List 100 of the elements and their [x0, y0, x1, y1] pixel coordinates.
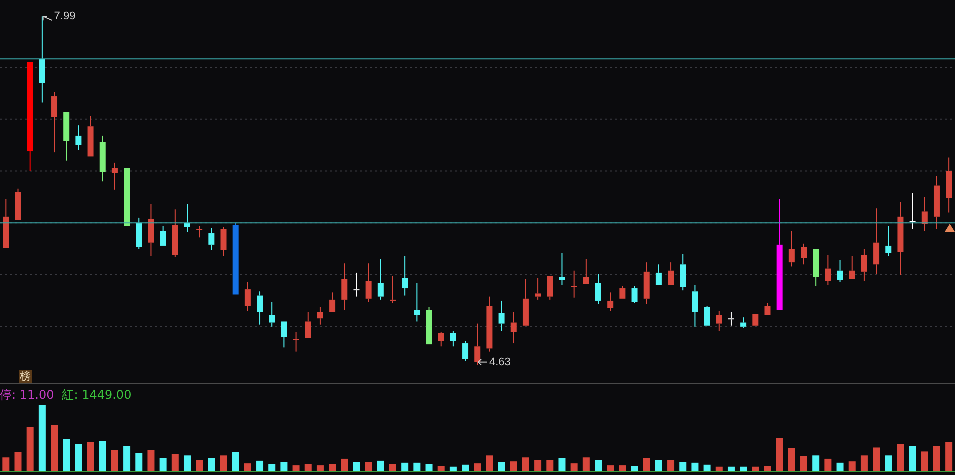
- bar: [522, 458, 530, 472]
- bar: [160, 458, 167, 472]
- candlestick: [342, 263, 348, 311]
- bar: [873, 448, 880, 472]
- bar: [860, 456, 868, 472]
- bar: [534, 460, 542, 472]
- candlestick: [632, 286, 638, 304]
- bar: [304, 464, 312, 472]
- bar: [389, 464, 396, 472]
- candlestick: [112, 162, 118, 190]
- bar: [63, 439, 70, 472]
- bar: [341, 458, 348, 472]
- bar: [655, 460, 662, 472]
- candlestick: [596, 273, 602, 305]
- bar: [764, 466, 772, 472]
- bar: [14, 452, 22, 472]
- candlestick: [946, 157, 952, 214]
- bar: [558, 458, 566, 472]
- candlestick: [366, 263, 372, 303]
- bar: [595, 460, 602, 472]
- candlestick: [220, 226, 227, 257]
- candlestick: [293, 332, 300, 352]
- bar: [75, 444, 82, 472]
- candlestick: [644, 262, 650, 305]
- bar: [220, 456, 228, 472]
- candlestick: [898, 202, 904, 276]
- candlestick: [728, 312, 734, 326]
- bar: [486, 456, 494, 472]
- bar: [582, 458, 590, 472]
- annotation: 榜: [19, 370, 32, 383]
- bar: [946, 442, 953, 472]
- candlestick: [910, 192, 916, 230]
- bar: [921, 452, 928, 472]
- bar: [776, 438, 784, 472]
- candlestick: [390, 276, 396, 304]
- bar: [414, 462, 421, 472]
- bar: [800, 456, 808, 472]
- candlestick: [486, 296, 493, 352]
- candlestick: [354, 272, 360, 298]
- bar: [329, 464, 336, 472]
- candlestick: [244, 282, 251, 312]
- candlestick: [148, 204, 154, 257]
- candlestick: [680, 254, 686, 292]
- bar: [87, 442, 94, 472]
- candlestick: [184, 204, 190, 233]
- candlestick: [716, 310, 722, 332]
- candlestick: [317, 306, 324, 326]
- bar: [244, 464, 252, 472]
- candlestick: [378, 258, 384, 300]
- candlestick: [414, 282, 420, 322]
- bar: [909, 446, 916, 472]
- bar: [402, 462, 409, 472]
- bar: [848, 462, 856, 472]
- bar: [256, 460, 264, 472]
- candlestick: [837, 260, 844, 283]
- bar: [546, 460, 554, 472]
- bar: [111, 450, 118, 472]
- annotation: 7.99: [54, 10, 76, 23]
- candlestick: [934, 176, 940, 230]
- candlestick: [208, 228, 215, 251]
- bar: [208, 458, 216, 472]
- candlestick: [76, 125, 82, 151]
- bar: [643, 458, 650, 472]
- bar: [836, 462, 844, 472]
- bar: [474, 464, 482, 472]
- candlestick: [608, 292, 614, 312]
- candlestick: [861, 248, 868, 282]
- bar: [812, 456, 820, 472]
- candlestick: [922, 196, 928, 232]
- candlestick: [450, 330, 456, 348]
- bar: [885, 456, 892, 472]
- bar: [668, 460, 675, 472]
- candlestick: [886, 226, 892, 257]
- candlestick: [474, 323, 481, 366]
- bar: [933, 446, 940, 472]
- bar: [196, 460, 204, 472]
- bar: [2, 458, 10, 472]
- candlestick: [559, 252, 566, 286]
- bar: [631, 466, 638, 472]
- bar: [377, 460, 384, 472]
- candlestick: [535, 278, 542, 300]
- candlestick: [801, 243, 808, 266]
- annotation: 4.63: [490, 356, 511, 368]
- bar: [26, 427, 34, 472]
- bar: [232, 452, 240, 472]
- candlestick: [462, 340, 469, 362]
- candlestick: [269, 302, 276, 328]
- bar: [824, 458, 832, 472]
- candlestick: [196, 226, 203, 238]
- bar: [692, 462, 699, 472]
- bar: [510, 462, 518, 472]
- candlestick: [52, 92, 58, 154]
- bar: [38, 406, 46, 472]
- candlestick: [402, 256, 408, 296]
- text: 停: 11.00: [0, 388, 54, 402]
- bar: [897, 444, 904, 472]
- bar: [51, 425, 58, 472]
- candlestick: [438, 332, 444, 348]
- candlestick: [510, 312, 517, 344]
- bar: [99, 441, 106, 472]
